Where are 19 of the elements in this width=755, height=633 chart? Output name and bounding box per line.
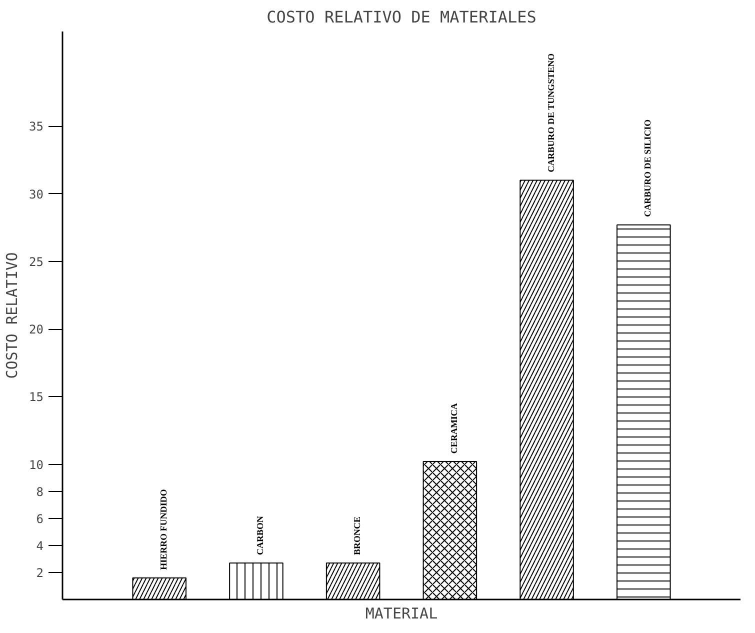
- y-tick-label: 10: [29, 458, 44, 472]
- y-tick-label: 20: [29, 322, 44, 337]
- y-tick-label: 2: [36, 566, 44, 580]
- chart-title: COSTO RELATIVO DE MATERIALES: [266, 8, 536, 26]
- y-tick-label: 15: [29, 390, 44, 404]
- y-tick-label: 4: [36, 538, 44, 553]
- x-tick-label: BRONCE: [352, 516, 362, 555]
- x-tick-label: CERAMICA: [448, 402, 459, 454]
- y-axis-title: COSTO RELATIVO: [3, 252, 22, 379]
- x-tick-label: CARBURO DE SILICIO: [642, 119, 653, 217]
- y-tick-label: 25: [29, 254, 44, 269]
- y-tick-label: 6: [36, 512, 44, 526]
- y-tick-label: 8: [36, 484, 44, 499]
- y-tick-label: 35: [29, 120, 44, 134]
- x-tick-label: HIERRO FUNDIDO: [158, 489, 168, 570]
- x-tick-label: CARBURO DE TUNGSTENO: [546, 53, 556, 172]
- x-tick-label: CARBON: [255, 515, 266, 555]
- y-tick-label: 30: [29, 187, 44, 202]
- x-axis-title: MATERIAL: [365, 604, 438, 622]
